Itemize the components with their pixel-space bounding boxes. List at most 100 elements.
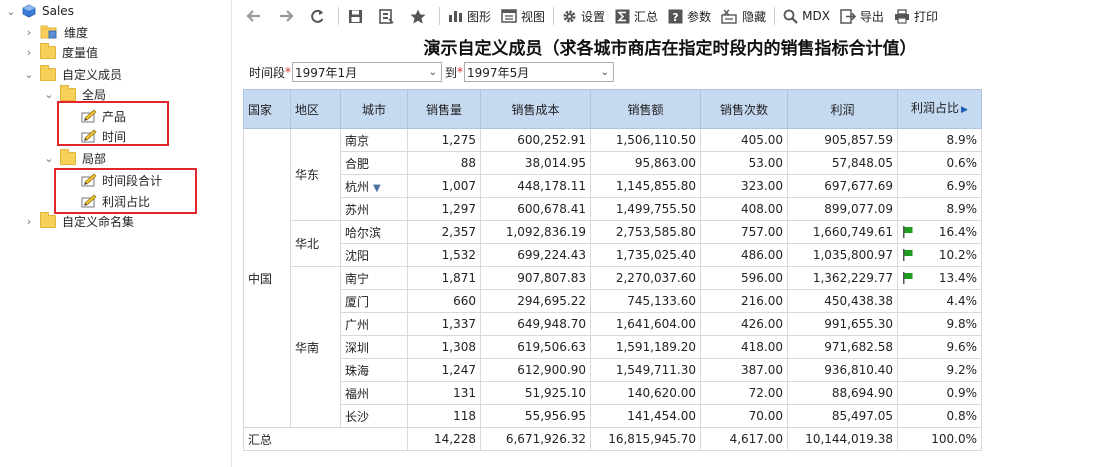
count-cell: 405.00 bbox=[700, 128, 788, 152]
required-mark: * bbox=[285, 65, 292, 79]
chart-button[interactable]: 图形 bbox=[443, 3, 496, 29]
sales-cell: 140,620.00 bbox=[590, 381, 701, 405]
tree-node-local[interactable]: ⌄ 局部 bbox=[42, 148, 106, 168]
tree-node-dimensions[interactable]: › 维度 bbox=[22, 22, 88, 42]
header-profit-ratio-cell[interactable]: 利润占比 ▶ bbox=[897, 89, 982, 129]
region-cell[interactable]: 华南 bbox=[290, 266, 341, 428]
header-quantity[interactable]: 销售量 bbox=[407, 89, 481, 129]
city-cell[interactable]: 深圳 bbox=[340, 335, 408, 359]
highlight-box-local bbox=[54, 168, 197, 214]
city-cell[interactable]: 合肥 bbox=[340, 151, 408, 175]
tree-node-global[interactable]: ⌄ 全局 bbox=[42, 84, 106, 104]
settings-button[interactable]: 设置 bbox=[557, 3, 610, 29]
header-profit[interactable]: 利润 bbox=[787, 89, 898, 129]
green-flag-icon bbox=[903, 272, 913, 284]
header-country[interactable]: 国家 bbox=[243, 89, 291, 129]
dropdown-arrow-icon[interactable]: ▼ bbox=[373, 182, 381, 194]
filter-label: 时间段 bbox=[249, 65, 286, 80]
tree-node-period-total[interactable]: 时间段合计 bbox=[80, 170, 162, 190]
table-row: 合肥 88 38,014.95 95,863.00 53.00 57,848.05 0.6% bbox=[244, 151, 982, 175]
favorite-button[interactable] bbox=[404, 3, 436, 29]
profit-ratio-cell: 0.8% bbox=[897, 404, 982, 428]
total-cost: 6,671,926.32 bbox=[480, 427, 591, 451]
from-period-select[interactable]: 1997年1月 ⌄ bbox=[292, 62, 443, 82]
collapse-arrow-icon[interactable]: ⌄ bbox=[6, 4, 16, 18]
summary-button[interactable]: 汇总 bbox=[610, 3, 663, 29]
header-city[interactable]: 城市 bbox=[340, 89, 408, 129]
toolbar: 图形 视图 设置 汇总 ? 参数 隐藏 MDX 导出 打印 bbox=[240, 2, 943, 30]
view-button[interactable]: 视图 bbox=[496, 3, 550, 29]
expand-arrow-icon[interactable]: › bbox=[26, 45, 32, 59]
export-button[interactable]: 导出 bbox=[835, 3, 889, 29]
cost-cell: 612,900.90 bbox=[480, 358, 591, 382]
profit-cell: 697,677.69 bbox=[787, 174, 898, 198]
city-cell[interactable]: 厦门 bbox=[340, 289, 408, 313]
expand-right-icon[interactable]: ▶ bbox=[961, 104, 968, 115]
tree-node-measures[interactable]: › 度量值 bbox=[22, 42, 98, 62]
tree-node-profit-ratio[interactable]: 利润占比 bbox=[80, 191, 150, 211]
settings-button-label: 设置 bbox=[581, 9, 606, 24]
region-cell[interactable]: 华北 bbox=[290, 220, 341, 267]
header-sales[interactable]: 销售额 bbox=[590, 89, 701, 129]
region-cell[interactable]: 华东 bbox=[290, 128, 341, 221]
city-label: 哈尔滨 bbox=[345, 225, 382, 240]
mdx-button[interactable]: MDX bbox=[778, 3, 835, 29]
save-button[interactable] bbox=[342, 3, 373, 29]
profit-cell: 1,035,800.97 bbox=[787, 243, 898, 267]
table-row: 杭州 ▼ 1,007 448,178.11 1,145,855.80 323.00 697,… bbox=[244, 174, 982, 198]
table-row: 福州 131 51,925.10 140,620.00 72.00 88,694.90 0.… bbox=[244, 381, 982, 405]
city-cell[interactable]: 长沙 bbox=[340, 404, 408, 428]
sales-cell: 1,499,755.50 bbox=[590, 197, 701, 221]
bar-chart-icon bbox=[449, 11, 462, 22]
green-flag-icon bbox=[903, 226, 913, 238]
tree-node-sales[interactable]: ⌄ Sales bbox=[4, 1, 74, 21]
profit-ratio-cell: 8.9% bbox=[897, 128, 982, 152]
tree-node-named-sets[interactable]: › 自定义命名集 bbox=[22, 211, 134, 231]
custom-member-icon bbox=[81, 129, 97, 143]
refresh-button[interactable] bbox=[304, 3, 335, 29]
table-row: 沈阳 1,532 699,224.43 1,735,025.40 486.00 1,035… bbox=[244, 243, 982, 267]
profit-cell: 85,497.05 bbox=[787, 404, 898, 428]
to-period-select[interactable]: 1997年5月 ⌄ bbox=[464, 62, 615, 82]
profit-ratio-cell: 9.6% bbox=[897, 335, 982, 359]
forward-button[interactable] bbox=[272, 3, 304, 29]
city-cell[interactable]: 福州 bbox=[340, 381, 408, 405]
count-cell: 387.00 bbox=[700, 358, 788, 382]
expand-arrow-icon[interactable]: › bbox=[26, 214, 32, 228]
tree-label-product: 产品 bbox=[102, 109, 127, 124]
country-cell[interactable]: 中国 bbox=[243, 128, 291, 428]
collapse-arrow-icon[interactable]: ⌄ bbox=[24, 67, 34, 81]
city-cell[interactable]: 沈阳 bbox=[340, 243, 408, 267]
back-button[interactable] bbox=[240, 3, 272, 29]
table-row: 珠海 1,247 612,900.90 1,549,711.30 387.00 936,8… bbox=[244, 358, 982, 382]
magnifier-icon bbox=[783, 9, 798, 24]
city-cell[interactable]: 广州 bbox=[340, 312, 408, 336]
city-cell[interactable]: 杭州 ▼ bbox=[340, 174, 408, 198]
tree-node-product[interactable]: 产品 bbox=[80, 106, 126, 126]
header-region[interactable]: 地区 bbox=[290, 89, 341, 129]
params-button[interactable]: ? 参数 bbox=[663, 3, 716, 29]
save-as-button[interactable] bbox=[373, 3, 404, 29]
sales-cell: 1,591,189.20 bbox=[590, 335, 701, 359]
total-quantity: 14,228 bbox=[407, 427, 481, 451]
city-cell[interactable]: 珠海 bbox=[340, 358, 408, 382]
tree-node-time[interactable]: 时间 bbox=[80, 126, 126, 146]
tree-label-custom-members: 自定义成员 bbox=[62, 67, 123, 82]
city-cell[interactable]: 哈尔滨 bbox=[340, 220, 408, 244]
header-count[interactable]: 销售次数 bbox=[700, 89, 788, 129]
print-button[interactable]: 打印 bbox=[889, 3, 943, 29]
collapse-arrow-icon[interactable]: ⌄ bbox=[44, 151, 54, 165]
tree-node-custom-members[interactable]: ⌄ 自定义成员 bbox=[22, 64, 122, 84]
total-row: 汇总 14,228 6,671,926.32 16,815,945.70 4,617.0… bbox=[243, 427, 982, 451]
table-row: 苏州 1,297 600,678.41 1,499,755.50 408.00 899,0… bbox=[244, 197, 982, 221]
profit-ratio-cell: 10.2% bbox=[897, 243, 982, 267]
hide-button[interactable]: 隐藏 bbox=[716, 3, 771, 29]
city-cell[interactable]: 苏州 bbox=[340, 197, 408, 221]
sales-cell: 2,270,037.60 bbox=[590, 266, 701, 290]
city-cell[interactable]: 南京 bbox=[340, 128, 408, 152]
tree-label-profit-ratio: 利润占比 bbox=[102, 194, 151, 209]
expand-arrow-icon[interactable]: › bbox=[26, 25, 32, 39]
header-cost[interactable]: 销售成本 bbox=[480, 89, 591, 129]
city-cell[interactable]: 南宁 bbox=[340, 266, 408, 290]
collapse-arrow-icon[interactable]: ⌄ bbox=[44, 87, 54, 101]
